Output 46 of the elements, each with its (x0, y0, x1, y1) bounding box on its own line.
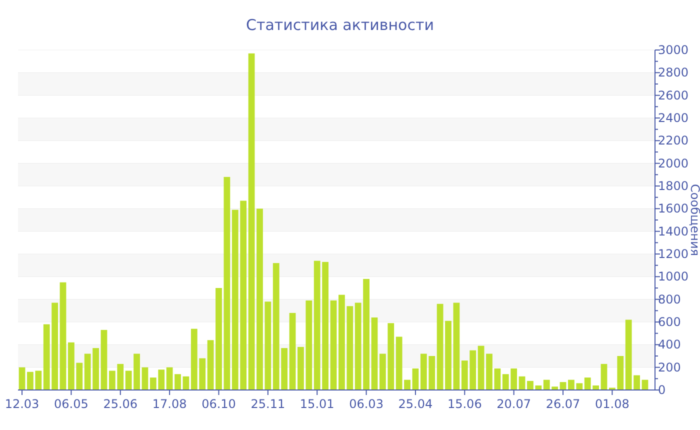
y2-tick-label: 2800 (658, 66, 689, 80)
x-tick-label: 01.08 (595, 397, 630, 411)
x-tick-label: 15.06 (447, 397, 482, 411)
x-tick-label: 26.07 (546, 397, 580, 411)
y2-tick-label: 2400 (658, 111, 689, 125)
bar (142, 367, 148, 390)
bar (330, 300, 337, 390)
y2-tick-label: 1200 (658, 247, 689, 261)
bar (182, 376, 190, 390)
y2-tick-label: 0 (658, 383, 666, 397)
x-tick-label: 06.10 (202, 397, 236, 411)
y2-tick-label: 2000 (658, 156, 689, 170)
bar (518, 376, 526, 390)
bar (18, 367, 26, 390)
bar (453, 302, 460, 390)
bar (60, 282, 66, 390)
y2-tick-label: 200 (658, 360, 681, 374)
x-tick-label: 25.11 (250, 397, 286, 411)
y2-tick-label: 800 (658, 292, 681, 306)
y2-tick-label: 1800 (658, 179, 689, 193)
x-tick-label: 25.06 (103, 397, 138, 411)
y2-axis-title: Сообщения (688, 184, 700, 256)
y2-tick-label: 2200 (658, 134, 689, 148)
x-tick-label: 06.03 (349, 397, 384, 411)
bar (478, 346, 484, 390)
x-tick-label: 25.04 (398, 397, 433, 411)
x-tick-label: 17.08 (152, 397, 187, 411)
bar (412, 368, 419, 390)
bar (207, 340, 214, 390)
x-tick-label: 20.07 (496, 397, 532, 411)
y2-tick-label: 1600 (658, 202, 689, 216)
chart-title: Статистика активности (246, 16, 434, 34)
bar (371, 317, 378, 390)
y2-tick-label: 1400 (658, 224, 689, 238)
bar (600, 364, 608, 390)
x-tick-label: 15.01 (300, 397, 334, 411)
x-tick-label: 06.05 (54, 397, 88, 411)
bar (100, 330, 108, 390)
y2-tick-label: 400 (658, 338, 681, 352)
bar (289, 312, 296, 390)
x-tick-label: 12.03 (4, 397, 40, 411)
bar (248, 53, 255, 390)
y2-tick-label: 600 (658, 315, 681, 329)
y2-tick-label: 1000 (658, 270, 689, 284)
y2-tick-label: 3000 (658, 43, 689, 57)
y2-tick-label: 2600 (658, 88, 689, 102)
